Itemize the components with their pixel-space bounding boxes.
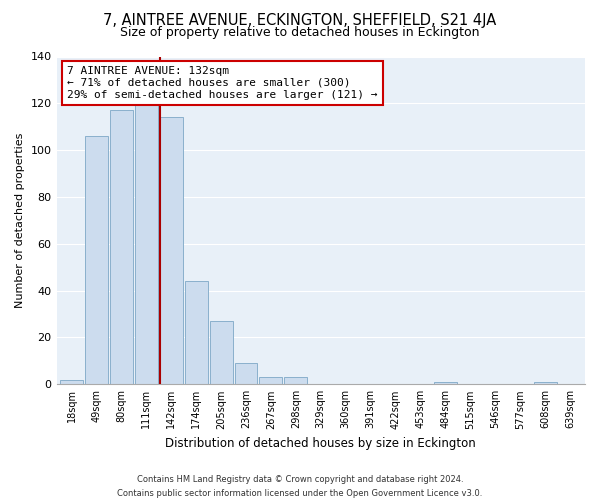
Y-axis label: Number of detached properties: Number of detached properties (15, 132, 25, 308)
Bar (235, 363, 257, 384)
Bar (85, 136, 108, 384)
Text: Contains HM Land Registry data © Crown copyright and database right 2024.
Contai: Contains HM Land Registry data © Crown c… (118, 476, 482, 498)
Bar (185, 282, 208, 385)
Bar (434, 382, 457, 384)
Bar (284, 378, 307, 384)
Bar (259, 378, 283, 384)
Bar (110, 110, 133, 384)
Bar (533, 382, 557, 384)
Bar (209, 321, 233, 384)
X-axis label: Distribution of detached houses by size in Eckington: Distribution of detached houses by size … (166, 437, 476, 450)
Bar (135, 70, 158, 384)
Text: 7, AINTREE AVENUE, ECKINGTON, SHEFFIELD, S21 4JA: 7, AINTREE AVENUE, ECKINGTON, SHEFFIELD,… (103, 12, 497, 28)
Text: 7 AINTREE AVENUE: 132sqm
← 71% of detached houses are smaller (300)
29% of semi-: 7 AINTREE AVENUE: 132sqm ← 71% of detach… (67, 66, 377, 100)
Bar (160, 118, 182, 384)
Bar (60, 380, 83, 384)
Text: Size of property relative to detached houses in Eckington: Size of property relative to detached ho… (120, 26, 480, 39)
